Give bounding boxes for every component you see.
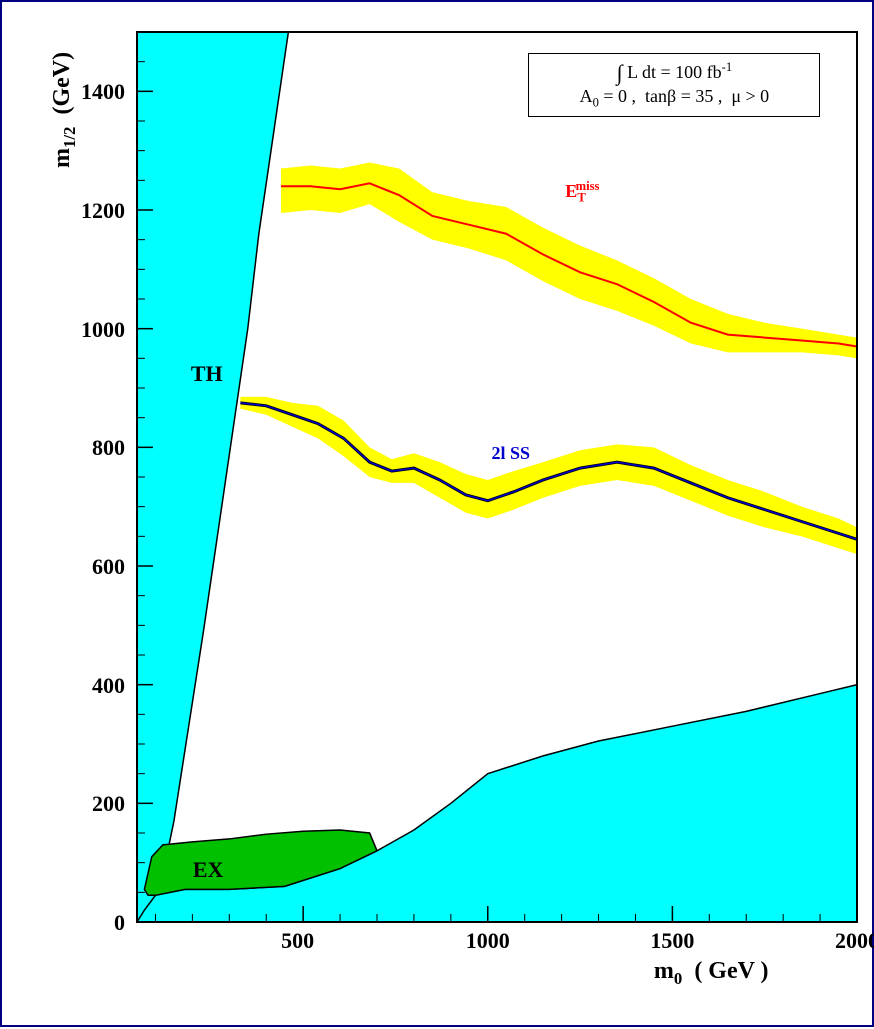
plot-area bbox=[2, 2, 874, 1029]
x-tick-1000: 1000 bbox=[466, 928, 510, 954]
region-label-EX: EX bbox=[193, 857, 224, 883]
y-tick-1000: 1000 bbox=[81, 317, 125, 343]
y-axis-label: m1/2 (GeV) bbox=[49, 52, 80, 168]
region-label-TH: TH bbox=[191, 361, 223, 387]
curve-label-etmiss: ETmiss bbox=[565, 179, 599, 206]
y-tick-1200: 1200 bbox=[81, 198, 125, 224]
x-axis-label: m0 ( GeV ) bbox=[654, 958, 769, 989]
y-tick-800: 800 bbox=[92, 435, 125, 461]
y-tick-0: 0 bbox=[114, 910, 125, 936]
x-tick-2000: 2000 bbox=[835, 928, 874, 954]
legend-luminosity: ∫ L dt = 100 fb-1 bbox=[539, 58, 809, 84]
legend-params: A0 = 0 , tanβ = 35 , μ > 0 bbox=[539, 86, 809, 111]
y-tick-400: 400 bbox=[92, 673, 125, 699]
curve-label-2lss: 2l SS bbox=[491, 443, 530, 464]
y-tick-200: 200 bbox=[92, 791, 125, 817]
y-tick-1400: 1400 bbox=[81, 79, 125, 105]
x-tick-500: 500 bbox=[281, 928, 314, 954]
x-tick-1500: 1500 bbox=[650, 928, 694, 954]
outer-frame: ∫ L dt = 100 fb-1 A0 = 0 , tanβ = 35 , μ… bbox=[0, 0, 874, 1027]
legend-box: ∫ L dt = 100 fb-1 A0 = 0 , tanβ = 35 , μ… bbox=[528, 53, 820, 118]
y-tick-600: 600 bbox=[92, 554, 125, 580]
